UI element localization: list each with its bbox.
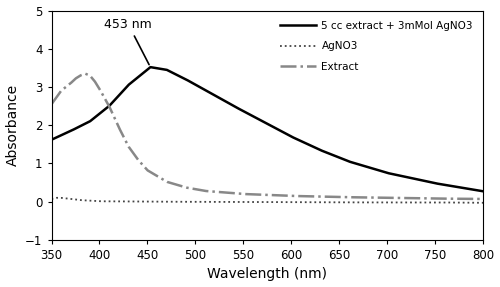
Line: AgNO3: AgNO3 <box>52 198 484 203</box>
5 cc extract + 3mMol AgNO3 <box>248 113 254 117</box>
Line: 5 cc extract + 3mMol AgNO3: 5 cc extract + 3mMol AgNO3 <box>52 67 484 191</box>
Legend: 5 cc extract + 3mMol AgNO3, AgNO3, Extract: 5 cc extract + 3mMol AgNO3, AgNO3, Extra… <box>274 16 478 77</box>
Extract <box>258 193 264 196</box>
Extract <box>82 72 88 75</box>
AgNO3 <box>389 201 395 204</box>
5 cc extract + 3mMol AgNO3 <box>468 187 474 191</box>
Extract <box>480 197 486 201</box>
AgNO3 <box>248 200 254 204</box>
AgNO3 <box>48 197 54 201</box>
Extract <box>48 102 54 106</box>
5 cc extract + 3mMol AgNO3 <box>48 138 54 141</box>
5 cc extract + 3mMol AgNO3 <box>468 187 474 191</box>
Extract <box>468 197 474 201</box>
AgNO3 <box>468 201 474 204</box>
AgNO3 <box>480 201 486 205</box>
AgNO3 <box>71 198 77 201</box>
AgNO3 <box>54 196 60 199</box>
X-axis label: Wavelength (nm): Wavelength (nm) <box>208 267 328 282</box>
AgNO3 <box>258 200 264 204</box>
5 cc extract + 3mMol AgNO3 <box>480 190 486 193</box>
AgNO3 <box>468 201 474 204</box>
Extract <box>468 197 474 201</box>
Extract <box>248 193 254 196</box>
5 cc extract + 3mMol AgNO3 <box>258 119 264 123</box>
5 cc extract + 3mMol AgNO3 <box>389 172 395 176</box>
5 cc extract + 3mMol AgNO3 <box>70 128 76 131</box>
Extract <box>70 79 76 82</box>
Line: Extract: Extract <box>52 74 484 199</box>
Text: 453 nm: 453 nm <box>104 18 152 65</box>
Y-axis label: Absorbance: Absorbance <box>6 84 20 166</box>
Extract <box>389 196 395 200</box>
5 cc extract + 3mMol AgNO3 <box>148 65 154 69</box>
